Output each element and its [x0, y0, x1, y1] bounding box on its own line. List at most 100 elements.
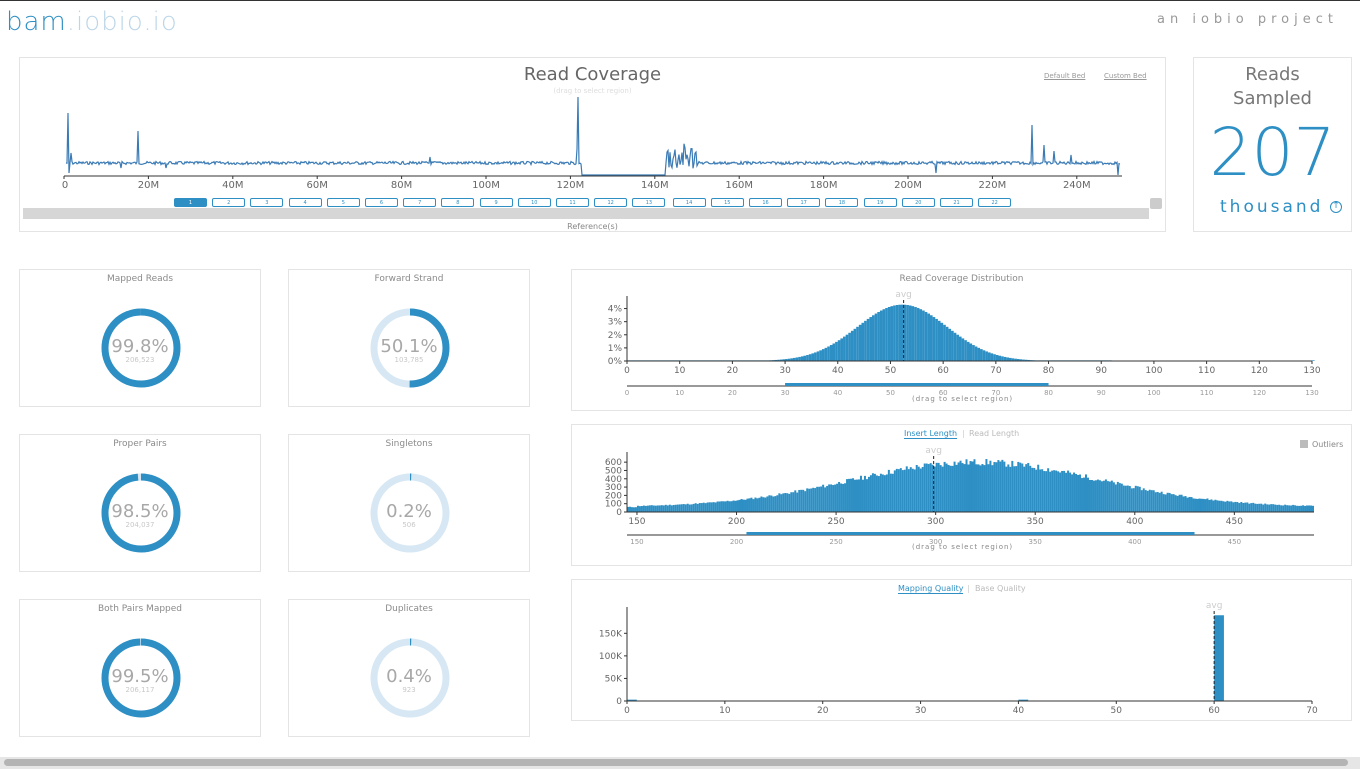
- histogram-bar: [974, 346, 978, 361]
- reference-chip[interactable]: 12: [594, 198, 628, 207]
- histogram-bar: [1104, 479, 1107, 512]
- histogram-bar: [688, 504, 691, 512]
- histogram-bar: [869, 317, 873, 361]
- insert-length-panel: Insert Length | Read Length Outliers 150…: [571, 424, 1352, 566]
- donut-chart[interactable]: [20, 600, 262, 738]
- reference-chip[interactable]: 2: [212, 198, 246, 207]
- reference-chip[interactable]: 3: [250, 198, 284, 207]
- reference-chip[interactable]: 7: [403, 198, 437, 207]
- histogram-bar: [929, 315, 933, 361]
- reference-chip[interactable]: 1: [174, 198, 207, 207]
- histogram-bar: [850, 330, 854, 361]
- histogram-bar: [1146, 490, 1149, 512]
- page-scrollbar-thumb[interactable]: [4, 759, 1348, 766]
- histogram-bar: [859, 475, 862, 512]
- histogram-bar: [1204, 499, 1207, 512]
- reference-chip[interactable]: 10: [517, 198, 551, 207]
- y-tick-label: 200: [605, 491, 622, 501]
- reference-chip[interactable]: 20: [901, 198, 935, 207]
- reference-chip[interactable]: 9: [479, 198, 513, 207]
- histogram-bar: [772, 496, 775, 512]
- histogram-bar: [1009, 466, 1012, 512]
- reference-chip[interactable]: 8: [441, 198, 475, 207]
- histogram-bar: [630, 507, 633, 512]
- coverage-track-chart[interactable]: 0 20M 40M 60M 80M 100M 120M 140M 160M 180M 200M 220…: [20, 58, 1167, 233]
- histogram-bar: [740, 499, 743, 512]
- increase-sample-icon[interactable]: ↑: [1330, 201, 1342, 213]
- histogram-bar: [903, 304, 907, 361]
- reference-chip[interactable]: 18: [825, 198, 859, 207]
- stat-percent: 98.5%: [111, 501, 169, 522]
- donut-chart[interactable]: [289, 600, 531, 738]
- tab-mapping-quality[interactable]: Mapping Quality: [898, 584, 964, 594]
- histogram-bar: [798, 356, 801, 361]
- histogram-bar: [1011, 358, 1015, 361]
- histogram-bar: [1232, 502, 1235, 512]
- stat-percent: 50.1%: [380, 336, 438, 357]
- donut-chart[interactable]: [289, 270, 531, 408]
- histogram-bar: [1244, 502, 1247, 512]
- reference-chip[interactable]: 15: [710, 198, 744, 207]
- outliers-checkbox[interactable]: [1300, 440, 1308, 448]
- x-tick-label: 200: [728, 517, 745, 527]
- page-scrollbar-track[interactable]: [0, 757, 1360, 769]
- reference-chip[interactable]: 11: [556, 198, 589, 207]
- histogram-bar: [1132, 488, 1135, 512]
- tab-read-length[interactable]: Read Length: [969, 429, 1020, 438]
- histogram-bar: [929, 463, 932, 512]
- coverage-distribution-chart[interactable]: 0 10 20 30 40 50 60 70 80 90 100 110 120 1300%1%2%3%4…: [572, 270, 1353, 412]
- reference-chip[interactable]: 16: [749, 198, 782, 207]
- reference-chip[interactable]: 5: [326, 198, 360, 207]
- tab-insert-length[interactable]: Insert Length: [904, 429, 958, 439]
- custom-bed-link[interactable]: Custom Bed: [1104, 72, 1147, 80]
- x-tick-label: 0: [624, 706, 630, 716]
- histogram-bar: [658, 505, 661, 512]
- brush-mini-histogram: [746, 532, 1195, 535]
- x-tick-label: 80: [1043, 366, 1055, 376]
- donut-chart[interactable]: [20, 435, 262, 573]
- histogram-bar: [871, 473, 874, 512]
- histogram-bar: [890, 306, 894, 361]
- tagline[interactable]: an iobio project: [1157, 12, 1338, 27]
- mapping-quality-chart[interactable]: 0 10 20 30 40 50 60 70 0 50K 100K 150K avg: [572, 580, 1353, 722]
- histogram-bar: [1018, 699, 1029, 701]
- histogram-bar: [837, 340, 841, 361]
- reference-chip[interactable]: 21: [940, 198, 973, 207]
- reference-chip[interactable]: 4: [288, 198, 322, 207]
- default-bed-link[interactable]: Default Bed: [1044, 72, 1086, 80]
- histogram-bar: [700, 503, 703, 512]
- histogram-bar: [991, 465, 994, 512]
- histogram-bar: [804, 491, 807, 512]
- histogram-bar: [1035, 469, 1038, 512]
- reference-chip[interactable]: 14: [672, 198, 706, 207]
- tab-base-quality[interactable]: Base Quality: [975, 584, 1026, 593]
- histogram-bar: [716, 501, 719, 512]
- histogram-bar: [806, 355, 809, 361]
- donut-chart[interactable]: [20, 270, 262, 408]
- histogram-bar: [1214, 615, 1224, 701]
- histogram-bar: [808, 488, 811, 512]
- histogram-bar: [845, 334, 849, 361]
- eye-icon[interactable]: [1150, 198, 1162, 209]
- histogram-bar: [766, 496, 769, 512]
- reference-chip[interactable]: 22: [978, 198, 1012, 207]
- histogram-bar: [1114, 484, 1117, 512]
- histogram-bar: [788, 493, 791, 512]
- histogram-bar: [1148, 489, 1151, 512]
- histogram-bar: [1067, 470, 1070, 512]
- reference-chip[interactable]: 19: [863, 198, 897, 207]
- histogram-bar: [971, 461, 974, 512]
- x-tick-label: 60: [937, 366, 949, 376]
- histogram-bar: [844, 483, 847, 512]
- insert-length-chart[interactable]: 150 200 250 300 350 400 4500100200300400500600…: [572, 425, 1353, 567]
- reference-scrollbar[interactable]: [23, 208, 1149, 219]
- insert-brush-label: (drag to select region): [912, 543, 1014, 551]
- reference-chip[interactable]: 17: [787, 198, 821, 207]
- histogram-bar: [656, 505, 659, 512]
- histogram-bar: [1134, 485, 1137, 512]
- read-coverage-panel: Read Coverage (drag to select region) De…: [19, 57, 1166, 232]
- reference-chip[interactable]: 13: [632, 198, 666, 207]
- reference-chip[interactable]: 6: [365, 198, 398, 207]
- x-tick-label: 400: [1126, 517, 1143, 527]
- donut-chart[interactable]: [289, 435, 531, 573]
